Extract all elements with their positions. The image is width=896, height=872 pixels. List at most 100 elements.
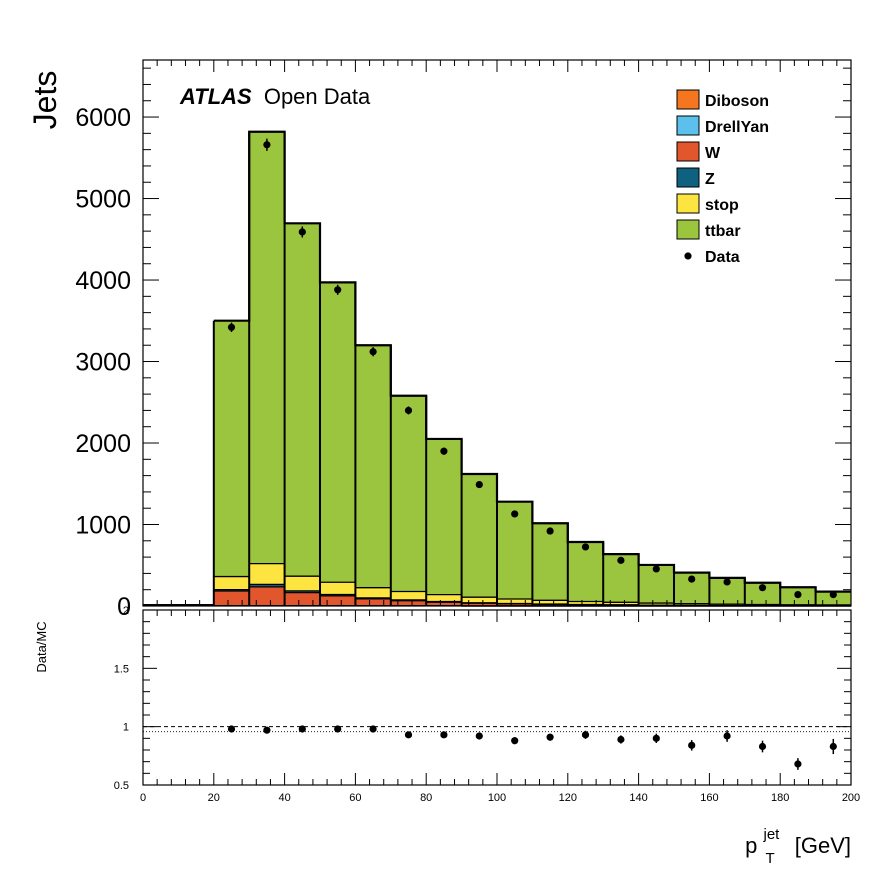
data-points: [227, 138, 837, 599]
bar-w-3: [320, 595, 356, 606]
ratio-y-tick-label-1: 1: [123, 722, 129, 734]
ratio-point-7: [475, 732, 483, 740]
ratio-x-tick-label-40: 40: [278, 792, 290, 804]
ratio-x-tick-label-20: 20: [208, 792, 220, 804]
data-point-17: [829, 590, 837, 599]
bar-stop-12: [638, 603, 674, 606]
ratio-y-tick-label-0: 0.5: [114, 780, 129, 792]
bar-stop-8: [497, 598, 533, 604]
y-tick-label-6000: 6000: [75, 104, 131, 132]
bar-w-0: [213, 591, 250, 606]
bar-ttbar-5: [390, 395, 427, 592]
bar-stop-5: [390, 591, 427, 600]
bar-ttbar-1: [249, 131, 285, 564]
data-point-0: [227, 323, 236, 331]
bar-stop-11: [603, 602, 639, 605]
ratio-x-tick-label-100: 100: [488, 792, 506, 804]
bar-z-1: [249, 584, 285, 587]
ratio-x-tick-label-180: 180: [771, 792, 789, 804]
atlas-label: ATLAS Open Data: [179, 84, 371, 109]
bar-z-3: [320, 594, 356, 596]
legend-swatch-diboson: [676, 89, 700, 110]
ratio-point-8: [511, 737, 519, 745]
legend-label-stop: stop: [705, 197, 739, 214]
main-x-axis-ticks: [142, 60, 852, 606]
bar-ttbar-6: [426, 438, 462, 595]
data-point-5: [404, 406, 413, 415]
bar-ttbar-10: [567, 542, 604, 602]
bar-w-5: [390, 600, 427, 606]
main-y-axis-label: Jets: [27, 71, 63, 130]
ratio-x-tick-label-120: 120: [559, 792, 577, 804]
main-y-axis: 0 1000 2000 3000 4000 5000 6000: [75, 67, 851, 621]
ratio-y-axis: 0.5 1 1.5 2: [114, 605, 851, 792]
legend-swatch-drellyan: [676, 115, 700, 136]
data-point-6: [440, 447, 448, 455]
legend-label-w: W: [705, 145, 721, 162]
data-point-10: [581, 543, 590, 551]
x-label-symbol: p: [745, 833, 757, 858]
ratio-x-tick-label-160: 160: [700, 792, 718, 804]
ratio-point-16: [794, 760, 802, 768]
data-point-16: [794, 590, 802, 599]
x-label-superscript: jet: [762, 826, 780, 843]
ratio-point-10: [581, 731, 590, 739]
bar-ttbar-3: [320, 282, 356, 583]
data-point-2: [298, 228, 306, 236]
bar-stop-0: [213, 576, 250, 590]
data-point-8: [511, 510, 519, 518]
x-label-unit: [GeV]: [795, 833, 851, 858]
bar-stop-13: [674, 603, 710, 606]
bar-w-7: [461, 603, 497, 606]
bar-w-2: [284, 592, 320, 606]
data-point-11: [617, 556, 625, 564]
legend-label-diboson: Diboson: [705, 93, 769, 110]
bar-stop-14: [709, 604, 745, 606]
ratio-x-axis-label: p jet T [GeV]: [745, 819, 851, 868]
bar-ttbar-2: [284, 223, 320, 577]
ratio-x-tick-label-0: 0: [140, 792, 146, 804]
legend-label-ttbar: ttbar: [705, 223, 741, 240]
bar-ttbar-17: [815, 591, 851, 605]
bar-w-4: [355, 598, 391, 606]
data-point-7: [475, 480, 483, 489]
ratio-x-tick-label-80: 80: [420, 792, 432, 804]
data-point-9: [546, 527, 554, 535]
bar-stop-3: [320, 582, 356, 595]
ratio-x-axis: 0 20 40 60 80 100 120 140 160 180 200: [140, 610, 860, 804]
y-tick-label-3000: 3000: [75, 349, 131, 377]
ratio-point-4: [369, 725, 377, 733]
bar-z-0: [213, 589, 250, 592]
legend-marker-data: [684, 252, 692, 260]
data-point-14: [723, 578, 731, 586]
bar-ttbar-15: [744, 582, 781, 605]
legend-swatch-z: [676, 167, 700, 188]
bar-z-2: [284, 590, 320, 593]
legend-label-data: Data: [705, 249, 740, 266]
bar-ttbar-0: [213, 320, 250, 577]
bar-ttbar-4: [355, 345, 391, 588]
data-point-12: [652, 565, 660, 573]
data-point-15: [758, 584, 767, 592]
legend-swatch-w: [676, 141, 700, 162]
ratio-point-6: [440, 731, 448, 739]
data-point-13: [688, 575, 696, 583]
bar-w-8: [497, 603, 533, 606]
y-tick-label-5000: 5000: [75, 186, 131, 214]
data-point-1: [263, 141, 271, 149]
ratio-y-tick-label-2: 1.5: [114, 663, 129, 675]
ratio-point-2: [298, 725, 306, 733]
ratio-points: [227, 725, 837, 770]
bar-stop-7: [461, 597, 497, 603]
ratio-reference-lines: [143, 726, 851, 733]
atlas-label-sub: Open Data: [264, 84, 371, 109]
atlas-label-experiment: ATLAS: [179, 84, 252, 109]
bar-ttbar-9: [532, 523, 568, 601]
bar-ttbar-8: [497, 501, 533, 599]
ratio-y-tick-label-3: 2: [123, 605, 129, 617]
bar-stop-2: [284, 576, 320, 591]
ratio-point-1: [263, 726, 271, 734]
y-tick-label-4000: 4000: [75, 267, 131, 295]
x-label-subscript: T: [765, 850, 774, 867]
